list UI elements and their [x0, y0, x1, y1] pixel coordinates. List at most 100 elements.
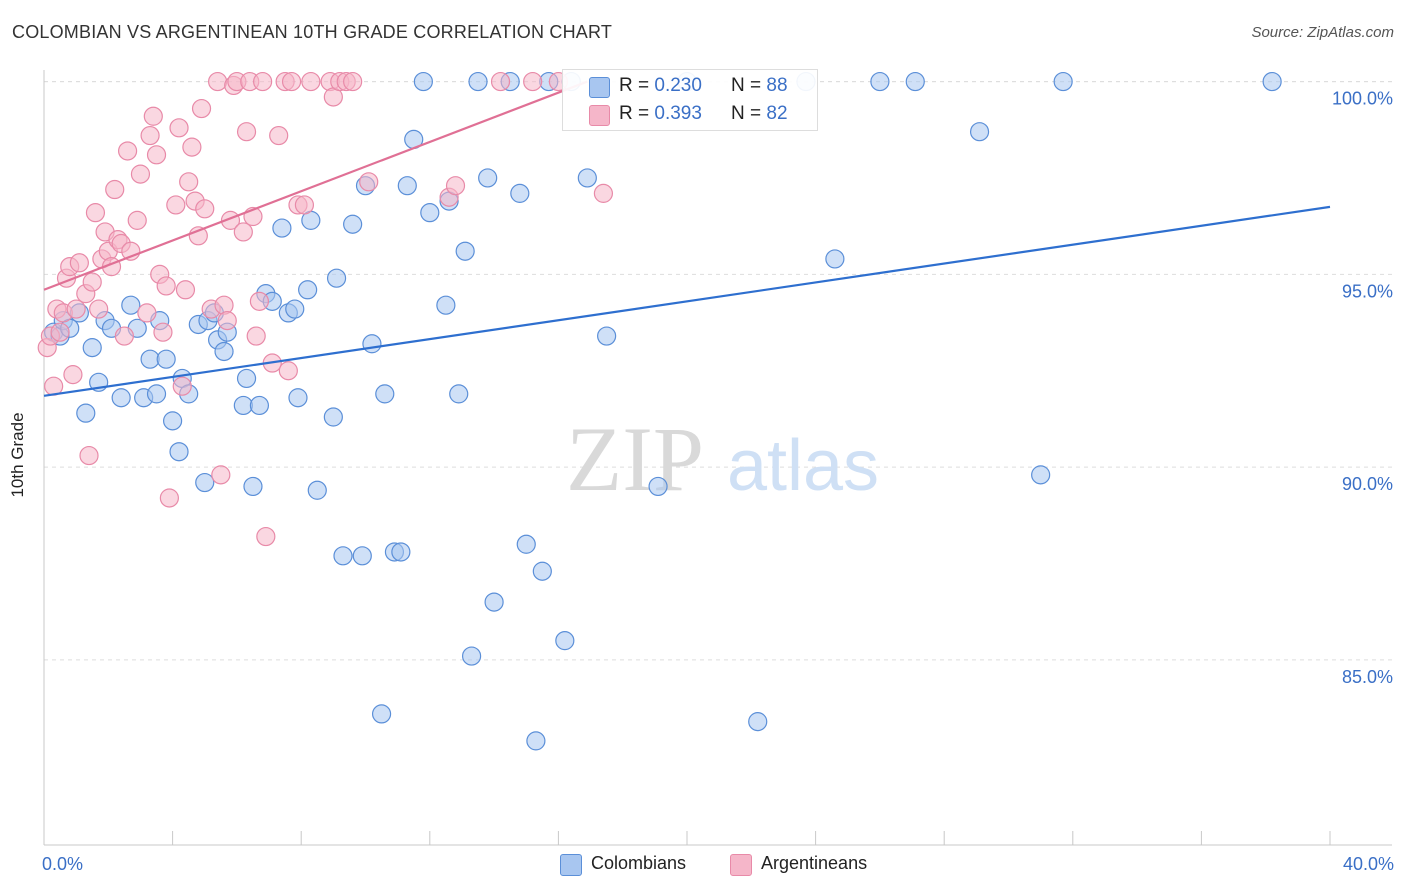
point-colombians	[233, 395, 253, 416]
point-argentineans	[191, 98, 212, 119]
correlation-legend: R = 0.230 N = 88 R = 0.393 N = 82	[562, 69, 818, 131]
point-colombians	[526, 731, 546, 751]
point-argentineans	[249, 291, 270, 311]
point-colombians	[375, 384, 395, 404]
legend-swatch-blue	[589, 77, 610, 98]
point-colombians	[478, 168, 498, 188]
point-argentineans	[211, 465, 231, 485]
point-colombians	[195, 472, 215, 493]
legend-r: R = 0.230	[619, 75, 702, 96]
point-colombians	[272, 218, 292, 238]
point-argentineans	[359, 172, 379, 192]
point-colombians	[121, 295, 141, 315]
point-colombians	[748, 712, 768, 732]
point-colombians	[243, 476, 263, 497]
point-colombians	[516, 534, 536, 554]
point-argentineans	[50, 322, 70, 342]
point-colombians	[249, 395, 270, 416]
point-colombians	[169, 442, 189, 462]
point-colombians	[532, 561, 552, 581]
point-argentineans	[208, 71, 228, 92]
watermark-zip: ZIP	[566, 408, 704, 510]
point-argentineans	[69, 253, 89, 273]
point-colombians	[1031, 465, 1051, 485]
point-colombians	[214, 341, 234, 362]
point-colombians	[343, 214, 363, 234]
point-argentineans	[89, 299, 109, 319]
point-argentineans	[143, 106, 163, 126]
point-argentineans	[217, 311, 237, 331]
y-tick-label: 85.0%	[1342, 667, 1393, 687]
point-colombians	[288, 388, 308, 408]
x-tick-label: 40.0%	[1343, 854, 1394, 874]
point-colombians	[163, 411, 183, 431]
point-argentineans	[236, 122, 257, 142]
point-argentineans	[593, 183, 614, 203]
point-argentineans	[127, 210, 147, 230]
point-colombians	[1053, 71, 1073, 92]
point-argentineans	[105, 179, 125, 200]
legend-row-colombians: R = 0.230 N = 88	[563, 73, 817, 99]
point-colombians	[371, 704, 392, 724]
point-colombians	[397, 176, 417, 196]
point-argentineans	[169, 118, 189, 138]
point-argentineans	[117, 141, 138, 161]
point-colombians	[461, 646, 482, 666]
point-colombians	[413, 71, 433, 92]
point-colombians	[307, 480, 327, 500]
point-argentineans	[490, 71, 511, 92]
point-argentineans	[256, 526, 276, 547]
point-argentineans	[246, 326, 266, 346]
trend-line-colombians	[43, 205, 1331, 397]
point-argentineans	[166, 195, 186, 215]
point-argentineans	[85, 203, 106, 223]
point-argentineans	[523, 71, 543, 92]
point-colombians	[285, 299, 305, 319]
point-argentineans	[159, 488, 179, 508]
legend-swatch-colombians	[560, 854, 582, 876]
point-colombians	[577, 168, 597, 188]
point-colombians	[455, 241, 475, 261]
legend-n: N = 88	[731, 75, 788, 96]
point-colombians	[1262, 71, 1282, 92]
point-argentineans	[146, 145, 167, 165]
point-colombians	[597, 326, 617, 346]
point-colombians	[420, 203, 440, 223]
legend-label-colombians: Colombians	[591, 853, 687, 873]
point-colombians	[323, 407, 343, 427]
point-argentineans	[182, 137, 202, 157]
point-argentineans	[79, 445, 99, 466]
point-argentineans	[137, 303, 157, 323]
point-argentineans	[214, 295, 234, 315]
y-tick-label: 100.0%	[1332, 89, 1393, 109]
point-colombians	[510, 183, 530, 203]
point-argentineans	[179, 172, 199, 192]
point-colombians	[468, 71, 488, 92]
point-argentineans	[343, 71, 363, 92]
point-colombians	[146, 384, 167, 404]
point-argentineans	[66, 299, 86, 319]
point-colombians	[870, 71, 890, 92]
trend-line-argentineans	[43, 80, 588, 291]
point-colombians	[111, 388, 131, 408]
point-colombians	[156, 349, 176, 369]
legend-label-argentineans: Argentineans	[761, 853, 868, 873]
point-colombians	[905, 71, 925, 92]
series-argentineans	[37, 71, 614, 547]
point-argentineans	[130, 164, 151, 184]
point-argentineans	[153, 322, 173, 342]
point-argentineans	[445, 176, 466, 196]
point-argentineans	[114, 326, 134, 346]
point-colombians	[555, 631, 575, 651]
tick-labels: 100.0% 95.0% 90.0% 85.0% 0.0% 40.0%	[42, 89, 1394, 874]
point-argentineans	[294, 195, 315, 215]
point-argentineans	[269, 125, 289, 146]
x-tick-label: 0.0%	[42, 854, 83, 874]
axes	[43, 70, 1392, 846]
point-colombians	[140, 349, 160, 369]
point-colombians	[648, 476, 668, 497]
watermark: ZIP atlas	[566, 408, 879, 510]
point-colombians	[82, 338, 102, 358]
legend-row-argentineans: R = 0.393 N = 82	[563, 101, 817, 127]
y-tick-label: 95.0%	[1342, 281, 1393, 301]
